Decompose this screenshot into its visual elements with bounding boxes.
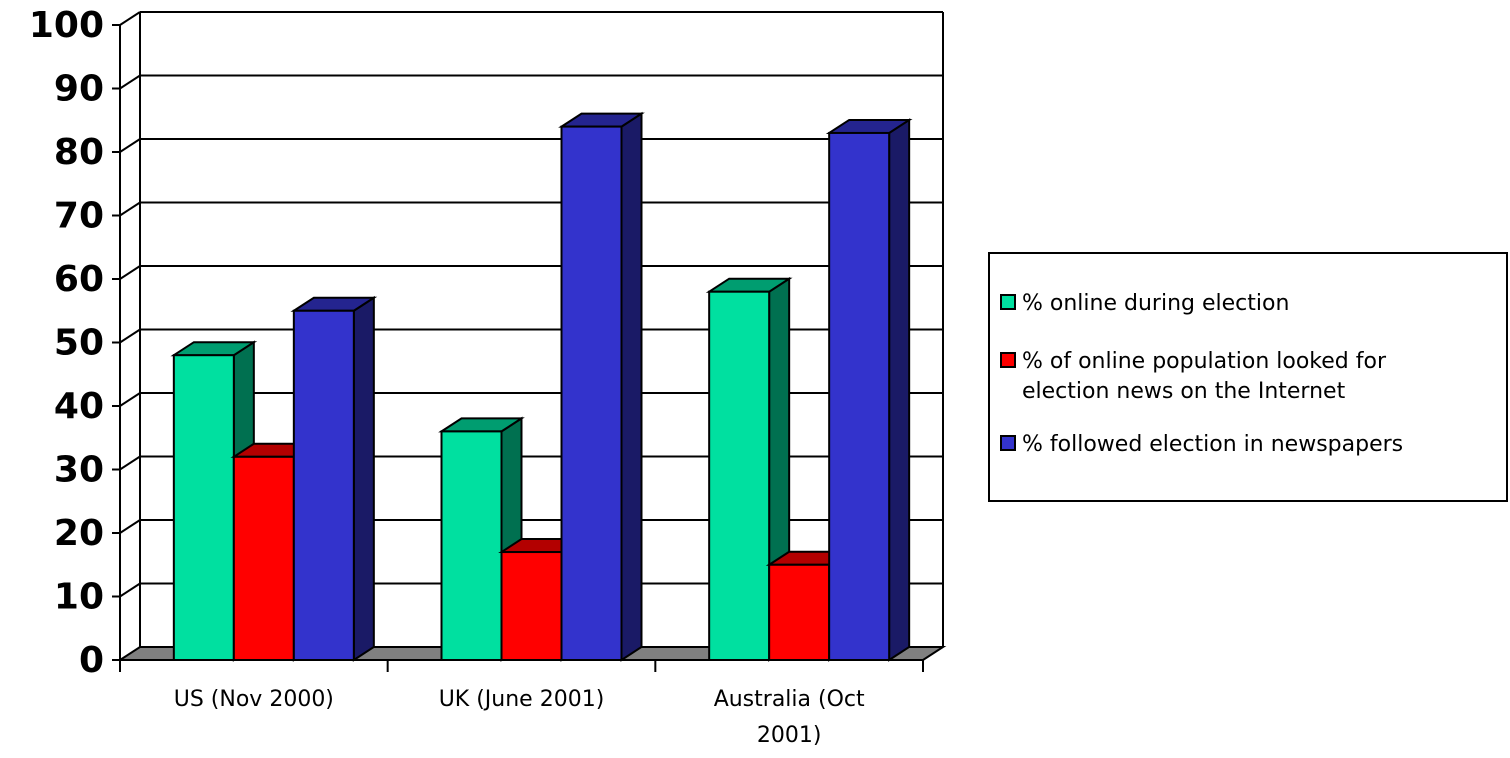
- bar-front: [768, 563, 831, 661]
- y-tick-label: 90: [54, 69, 104, 110]
- x-tick-label: UK (June 2001): [439, 687, 605, 712]
- gridline-depth: [119, 328, 141, 344]
- y-tick-label: 50: [54, 323, 104, 364]
- legend-label-looked-news-line1: % of online population looked for: [1022, 349, 1386, 374]
- y-tick-label: 20: [54, 513, 104, 554]
- y-tick-label: 100: [29, 5, 104, 46]
- bar-front: [172, 354, 235, 661]
- legend-item-looked-news: % of online population looked for electi…: [1000, 347, 1386, 407]
- y-tick-label: 10: [54, 577, 104, 618]
- y-tick-label: 30: [54, 450, 104, 491]
- gridline-depth: [119, 74, 141, 90]
- bar-front: [440, 430, 503, 661]
- bar: [705, 276, 793, 662]
- bar-side: [888, 118, 911, 662]
- y-tick-label: 80: [54, 132, 104, 173]
- bar-side: [352, 295, 375, 662]
- bar-front: [560, 125, 623, 662]
- x-tick-labels: US (Nov 2000) UK (June 2001) Australia (Oc…: [174, 687, 865, 748]
- gridline-depth: [119, 201, 141, 217]
- x-tick-label: US (Nov 2000): [174, 687, 334, 712]
- y-tick-label: 70: [54, 196, 104, 237]
- legend-swatch-online: [1000, 294, 1016, 310]
- bar: [290, 295, 378, 662]
- gridline-depth: [119, 11, 141, 26]
- bar: [558, 111, 645, 662]
- bar: [825, 118, 913, 662]
- legend-item-newspapers: % followed election in newspapers: [1000, 430, 1403, 460]
- gridline-depth: [119, 265, 141, 280]
- bar-front: [292, 309, 355, 661]
- legend: % online during election % of online pop…: [988, 252, 1508, 502]
- legend-swatch-newspapers: [1000, 435, 1016, 451]
- bar-front: [500, 551, 563, 661]
- y-tick-label: 0: [79, 640, 104, 681]
- gridline-depth: [119, 582, 141, 598]
- legend-label-newspapers: % followed election in newspapers: [1022, 432, 1404, 457]
- gridline-depth: [119, 138, 141, 153]
- legend-item-online: % online during election: [1000, 289, 1289, 319]
- legend-label-looked-news-line2: election news on the Internet: [1022, 379, 1346, 404]
- bar-front: [232, 455, 295, 661]
- bar-front: [708, 290, 771, 661]
- bars: [170, 111, 913, 662]
- bar-front: [828, 131, 891, 661]
- gridline-depth: [119, 455, 141, 471]
- y-tick-label: 60: [54, 259, 104, 300]
- x-tick-label: Australia (Oct 2001): [714, 687, 865, 748]
- y-tick-label: 40: [54, 386, 104, 427]
- bar-side: [620, 111, 643, 662]
- y-tick-labels: 0 10 20 30 40 50 60 70 80 90 100: [29, 5, 104, 681]
- legend-swatch-looked-news: [1000, 352, 1016, 368]
- gridline-depth: [119, 392, 141, 407]
- gridline-depth: [119, 519, 141, 534]
- legend-label-looked-news: % of online population looked for electi…: [1022, 347, 1386, 407]
- legend-label-online: % online during election: [1022, 291, 1290, 316]
